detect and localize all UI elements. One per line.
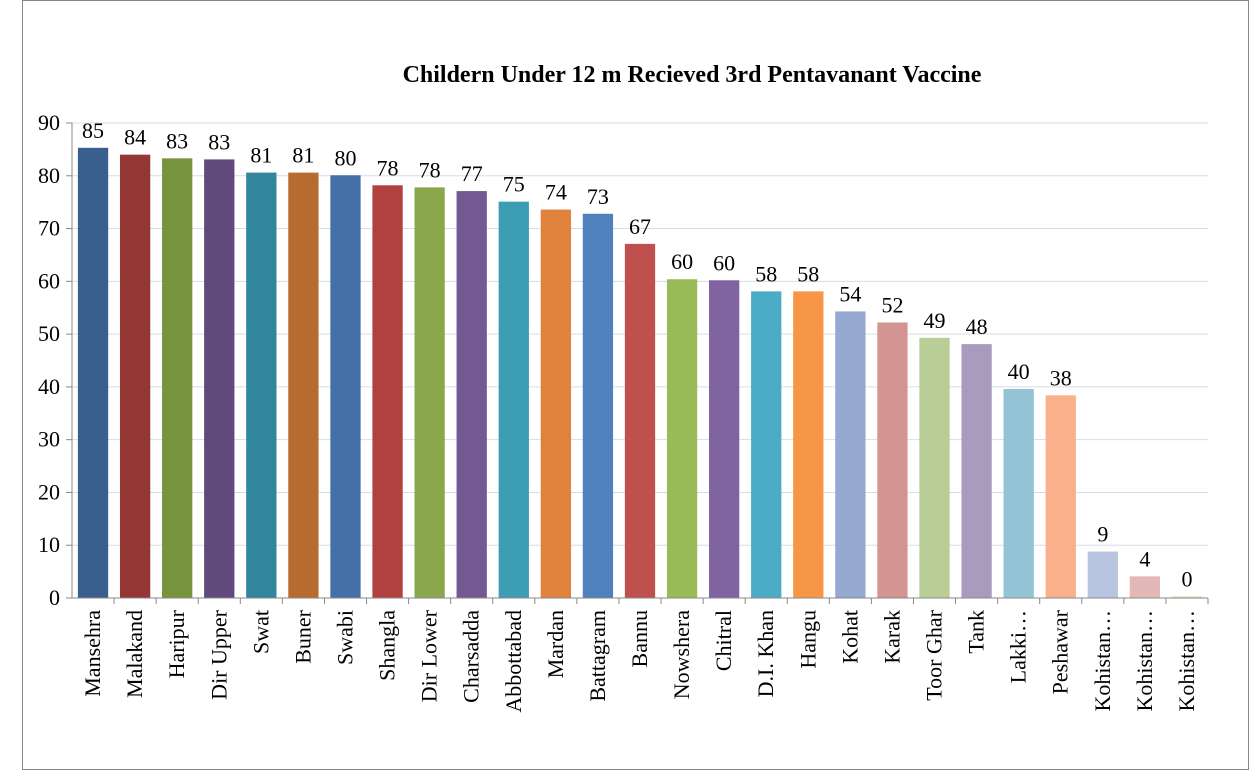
- y-tick-label: 50: [38, 321, 60, 346]
- x-tick-label: Kohistan…: [1132, 610, 1157, 711]
- value-label: 80: [334, 145, 356, 170]
- value-label: 85: [82, 118, 104, 143]
- bar: [456, 191, 487, 599]
- value-label: 78: [377, 155, 399, 180]
- x-tick-label: Shangla: [375, 610, 400, 681]
- value-label: 83: [208, 129, 230, 154]
- y-tick-label: 20: [38, 479, 60, 504]
- bar: [372, 185, 403, 598]
- x-tick-label: Mardan: [543, 610, 568, 678]
- bar: [204, 159, 235, 598]
- bar: [1045, 395, 1076, 598]
- x-tick-label: Dir Upper: [206, 609, 231, 699]
- bar: [1171, 596, 1203, 598]
- value-label: 60: [713, 250, 735, 275]
- bar: [498, 201, 529, 598]
- value-label: 54: [839, 281, 861, 306]
- value-label: 78: [419, 157, 441, 182]
- x-tick-label: Dir Lower: [417, 609, 442, 702]
- bar: [1003, 389, 1034, 598]
- y-tick-label: 0: [49, 585, 60, 610]
- value-label: 40: [1008, 359, 1030, 384]
- bar: [77, 147, 109, 599]
- x-tick-label: Tank: [964, 610, 989, 654]
- bar: [330, 175, 361, 598]
- value-label: 0: [1181, 566, 1192, 591]
- x-tick-label: Battagram: [585, 610, 610, 702]
- x-tick-label: Chitral: [711, 610, 736, 671]
- y-tick-label: 90: [38, 110, 60, 135]
- value-label: 48: [966, 314, 988, 339]
- x-tick-label: Kohat: [837, 610, 862, 664]
- y-tick-label: 80: [38, 163, 60, 188]
- value-label: 58: [797, 261, 819, 286]
- x-tick-label: Swabi: [332, 610, 357, 665]
- bar: [919, 337, 950, 598]
- x-tick-label: Charsadda: [459, 610, 484, 703]
- value-label: 52: [881, 293, 903, 318]
- x-tick-label: Malakand: [122, 610, 147, 698]
- x-tick-label: Kohistan…: [1090, 610, 1115, 711]
- value-label: 77: [461, 161, 483, 186]
- y-tick-label: 60: [38, 268, 60, 293]
- x-tick-label: Karak: [879, 610, 904, 664]
- value-label: 75: [503, 172, 525, 197]
- y-tick-label: 70: [38, 216, 60, 241]
- value-label: 67: [629, 214, 651, 239]
- x-tick-label: Nowshera: [669, 610, 694, 699]
- bar: [119, 154, 151, 598]
- bar: [835, 311, 866, 598]
- chart-title: Childern Under 12 m Recieved 3rd Pentava…: [403, 62, 982, 88]
- bar: [1129, 576, 1161, 598]
- bar: [961, 344, 992, 598]
- value-label: 4: [1139, 546, 1150, 571]
- value-label: 74: [545, 180, 567, 205]
- y-tick-label: 40: [38, 374, 60, 399]
- x-tick-label: Bannu: [627, 610, 652, 667]
- value-label: 81: [292, 143, 314, 168]
- bar: [624, 243, 656, 598]
- x-tick-label: D.I. Khan: [753, 610, 778, 697]
- bar: [540, 209, 571, 599]
- value-label: 9: [1097, 522, 1108, 547]
- x-tick-label: Abbottabad: [501, 610, 526, 713]
- x-tick-label: Peshawar: [1048, 609, 1073, 694]
- value-label: 38: [1050, 365, 1072, 390]
- value-label: 73: [587, 184, 609, 209]
- x-tick-label: Toor Ghar: [922, 609, 947, 700]
- value-label: 81: [250, 143, 272, 168]
- x-tick-label: Hangu: [795, 610, 820, 669]
- bar: [414, 187, 445, 598]
- value-label: 83: [166, 128, 188, 153]
- bar: [288, 172, 319, 598]
- bar: [246, 172, 277, 598]
- bar: [666, 279, 698, 598]
- value-label: 60: [671, 249, 693, 274]
- bar: [1087, 551, 1118, 598]
- bar: [582, 213, 614, 598]
- y-tick-label: 30: [38, 427, 60, 452]
- value-label: 84: [124, 125, 146, 150]
- bar: [793, 291, 824, 598]
- bar: [709, 280, 740, 598]
- y-tick-label: 10: [38, 532, 60, 557]
- x-tick-label: Lakki…: [1006, 610, 1031, 683]
- x-tick-label: Kohistan…: [1174, 610, 1199, 711]
- value-label: 49: [924, 308, 946, 333]
- bar: [751, 291, 782, 598]
- x-tick-label: Haripur: [164, 609, 189, 678]
- value-label: 58: [755, 261, 777, 286]
- x-tick-label: Buner: [290, 609, 315, 663]
- bar: [162, 158, 193, 598]
- x-tick-label: Mansehra: [80, 610, 105, 697]
- x-tick-label: Swat: [248, 610, 273, 654]
- bar: [877, 322, 908, 598]
